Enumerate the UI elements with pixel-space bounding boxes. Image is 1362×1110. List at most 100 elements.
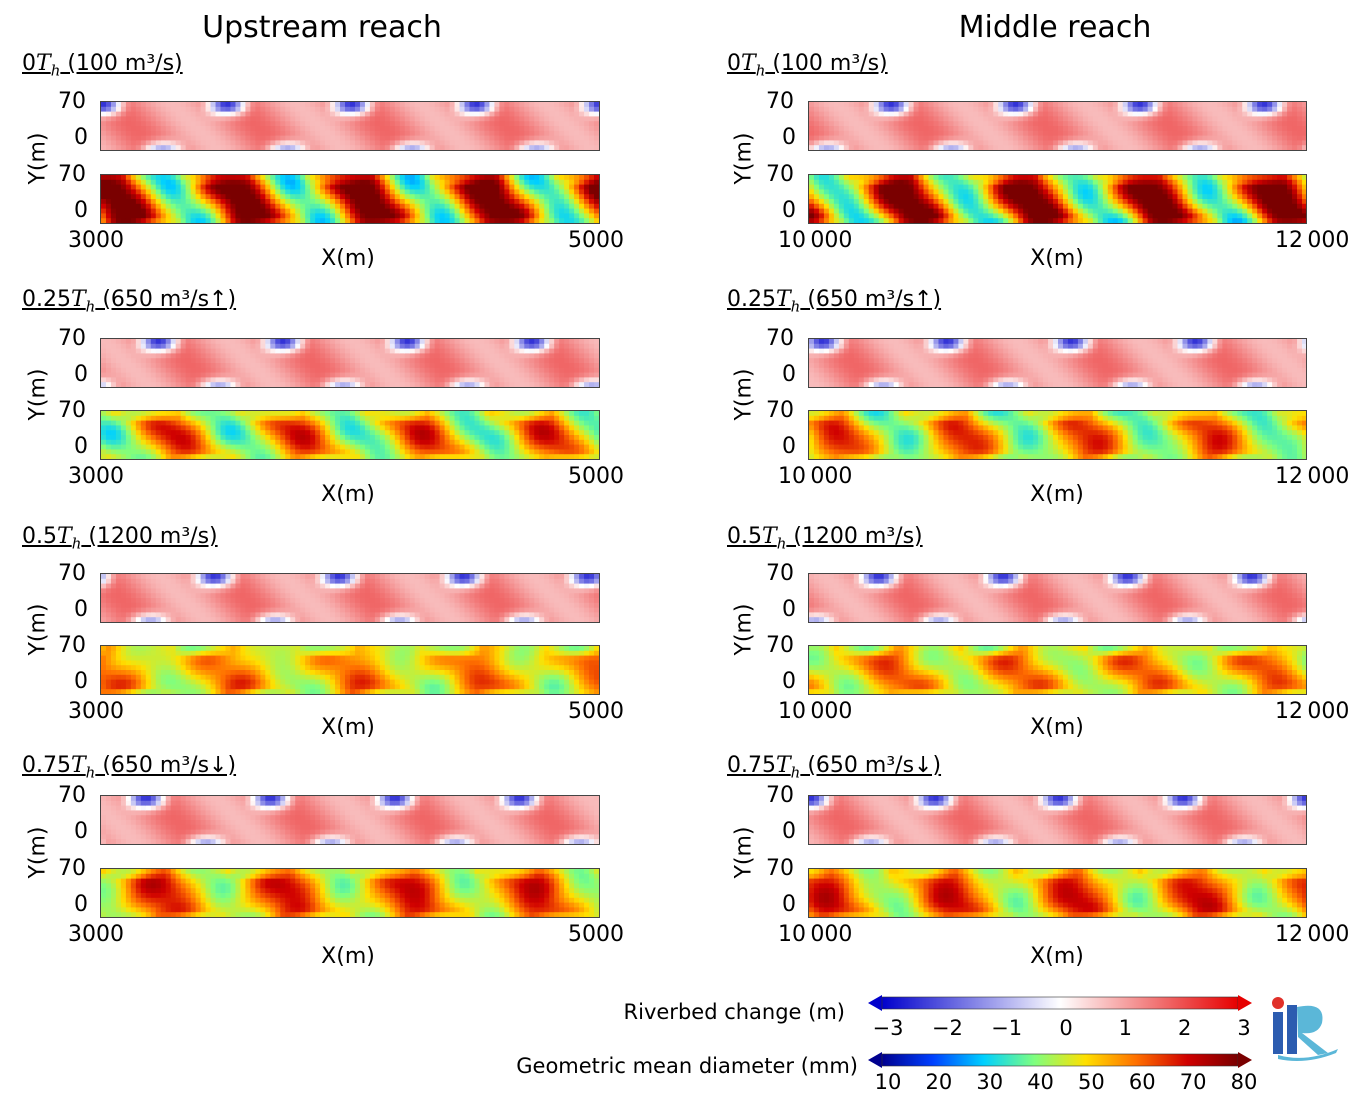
colorbar-tick-label: 10 — [874, 1070, 902, 1094]
colorbar-extend-min — [868, 1052, 882, 1068]
y-axis-label: Y(m) — [731, 603, 757, 656]
riverbed-panel — [100, 101, 600, 151]
phase-label: 0.25Th (650 m³/s↑) — [22, 287, 237, 316]
y-tick-label: 70 — [58, 326, 86, 351]
y-tick-label: 70 — [766, 398, 794, 423]
riverbed-panel — [100, 338, 600, 388]
x-axis-label: X(m) — [1030, 715, 1084, 740]
y-tick-label: 70 — [58, 89, 86, 114]
y-tick-label: 0 — [74, 819, 88, 844]
riverbed-change-map — [101, 796, 599, 844]
geometric-mean-diameter-map — [809, 869, 1306, 917]
colorbar-tick-label: 50 — [1078, 1070, 1105, 1094]
x-tick-label: 5000 — [568, 699, 624, 724]
y-axis-label: Y(m) — [25, 603, 51, 656]
geometric-mean-diameter-map — [809, 175, 1306, 223]
x-tick-label: 5000 — [568, 922, 624, 947]
y-tick-label: 70 — [766, 633, 794, 658]
sediment-panel — [808, 410, 1307, 460]
sediment-panel — [100, 174, 600, 224]
y-tick-label: 0 — [782, 362, 796, 387]
colorbar-tick-label: 0 — [1059, 1016, 1073, 1040]
riverbed-change-map — [809, 574, 1306, 622]
y-tick-label: 70 — [58, 162, 86, 187]
reach-title: Middle reach — [958, 10, 1152, 45]
y-tick-label: 70 — [766, 162, 794, 187]
riverbed-change-map — [101, 339, 599, 387]
riverbed-panel — [100, 573, 600, 623]
colorbar-tick-label: 1 — [1118, 1016, 1133, 1040]
y-tick-label: 0 — [782, 198, 796, 223]
phase-label: 0.75Th (650 m³/s↓) — [22, 753, 237, 782]
y-tick-label: 0 — [782, 597, 796, 622]
colorbar-tick-label: 3 — [1237, 1016, 1251, 1040]
y-axis-label: Y(m) — [25, 368, 51, 421]
sediment-panel — [808, 174, 1307, 224]
x-tick-label: 10 000 — [778, 464, 853, 489]
geometric-mean-diameter-map — [101, 175, 599, 223]
y-tick-label: 70 — [58, 633, 86, 658]
colorbar-tick-label: −2 — [931, 1016, 963, 1040]
phase-label: 0.75Th (650 m³/s↓) — [727, 753, 942, 782]
x-tick-label: 10 000 — [778, 922, 853, 947]
colorbar-tick-label: 60 — [1128, 1070, 1156, 1094]
colorbar-extend-min — [868, 995, 882, 1011]
sediment-panel — [808, 868, 1307, 918]
y-axis-label: Y(m) — [731, 368, 757, 421]
x-tick-label: 5000 — [568, 228, 624, 253]
x-axis-label: X(m) — [321, 246, 375, 271]
y-tick-label: 70 — [58, 561, 86, 586]
riverbed-change-map — [101, 574, 599, 622]
y-tick-label: 70 — [58, 856, 86, 881]
x-tick-label: 3000 — [68, 464, 124, 489]
x-tick-label: 3000 — [68, 699, 124, 724]
y-axis-label: Y(m) — [25, 826, 51, 879]
x-tick-label: 3000 — [68, 922, 124, 947]
y-tick-label: 0 — [782, 434, 796, 459]
y-tick-label: 0 — [74, 198, 88, 223]
geometric-mean-diameter-map — [101, 411, 599, 459]
reach-title: Upstream reach — [202, 10, 442, 45]
x-axis-label: X(m) — [1030, 482, 1084, 507]
x-axis-label: X(m) — [1030, 246, 1084, 271]
y-tick-label: 70 — [766, 856, 794, 881]
y-tick-label: 70 — [766, 561, 794, 586]
y-tick-label: 0 — [74, 125, 88, 150]
x-tick-label: 12 000 — [1275, 464, 1350, 489]
y-axis-label: Y(m) — [731, 826, 757, 879]
riverbed-panel — [100, 795, 600, 845]
phase-label: 0Th (100 m³/s) — [727, 51, 888, 80]
y-tick-label: 70 — [766, 783, 794, 808]
x-axis-label: X(m) — [321, 944, 375, 969]
colorbar-label: Riverbed change (m) — [623, 1000, 845, 1024]
phase-label: 0Th (100 m³/s) — [22, 51, 183, 80]
y-tick-label: 0 — [74, 434, 88, 459]
colorbar-tick-label: 70 — [1179, 1070, 1207, 1094]
y-tick-label: 0 — [74, 892, 88, 917]
x-tick-label: 5000 — [568, 464, 624, 489]
x-tick-label: 3000 — [68, 228, 124, 253]
geometric-mean-diameter-map — [101, 869, 599, 917]
x-tick-label: 12 000 — [1275, 699, 1350, 724]
phase-label: 0.25Th (650 m³/s↑) — [727, 287, 942, 316]
y-tick-label: 0 — [782, 669, 796, 694]
riverbed-panel — [808, 101, 1307, 151]
y-axis-label: Y(m) — [731, 132, 757, 185]
y-tick-label: 0 — [74, 362, 88, 387]
riverbed-change-map — [809, 102, 1306, 150]
sediment-panel — [100, 410, 600, 460]
colorbar-tick-label: 40 — [1027, 1070, 1054, 1094]
colorbar-tick-label: 30 — [976, 1070, 1004, 1094]
iric-logo — [1270, 995, 1340, 1061]
y-tick-label: 70 — [58, 398, 86, 423]
riverbed-change-map — [809, 339, 1306, 387]
geometric-mean-diameter-map — [101, 646, 599, 694]
y-tick-label: 0 — [74, 669, 88, 694]
colorbar-tick-label: 20 — [925, 1070, 953, 1094]
x-tick-label: 12 000 — [1275, 228, 1350, 253]
riverbed-change-map — [809, 796, 1306, 844]
geometric-mean-diameter-map — [809, 646, 1306, 694]
riverbed-panel — [808, 573, 1307, 623]
y-tick-label: 0 — [782, 892, 796, 917]
